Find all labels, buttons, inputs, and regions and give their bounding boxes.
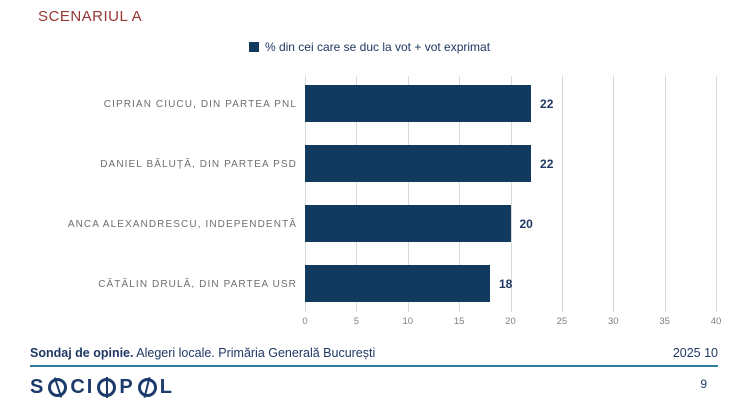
category-label: ANCA ALEXANDRESCU, INDEPENDENTĂ bbox=[67, 218, 297, 230]
bar bbox=[305, 85, 532, 122]
x-axis-tick-label: 15 bbox=[453, 316, 465, 327]
category-label: CIPRIAN CIUCU, DIN PARTEA PNL bbox=[103, 98, 297, 110]
gridline bbox=[664, 76, 666, 312]
source-note-bold: Sondaj de opinie. bbox=[30, 346, 134, 360]
x-axis-tick-label: 35 bbox=[659, 316, 670, 327]
gridline bbox=[305, 76, 306, 312]
x-axis-tick-label: 40 bbox=[710, 316, 722, 327]
bar-row: CIPRIAN CIUCU, DIN PARTEA PNL 22 bbox=[0, 74, 739, 134]
gridline bbox=[356, 76, 358, 312]
category-label: DANIEL BĂLUȚĂ, DIN PARTEA PSD bbox=[100, 158, 297, 170]
x-axis-tick-label: 25 bbox=[556, 316, 568, 327]
x-axis-tick-label: 10 bbox=[402, 316, 414, 327]
date-label: 2025 10 bbox=[672, 346, 718, 360]
gridline bbox=[407, 76, 409, 312]
x-axis-tick-label: 30 bbox=[607, 316, 619, 327]
plot-cell: 22 bbox=[305, 134, 716, 194]
bar-row: DANIEL BĂLUȚĂ, DIN PARTEA PSD 22 bbox=[0, 134, 739, 194]
x-axis-tick-label: 0 bbox=[302, 316, 308, 327]
gridline bbox=[561, 76, 563, 312]
bar bbox=[305, 205, 511, 242]
bar-value-label: 22 bbox=[540, 97, 554, 111]
source-note: Sondaj de opinie. Alegeri locale. Primăr… bbox=[30, 346, 375, 360]
legend-label: % din cei care se duc la vot + vot expri… bbox=[264, 40, 491, 54]
bar-value-label: 20 bbox=[519, 217, 533, 231]
gridline bbox=[459, 76, 461, 312]
chart-legend: % din cei care se duc la vot + vot expri… bbox=[0, 40, 739, 54]
plot-cell: 20 bbox=[305, 194, 716, 254]
bar-rows: CIPRIAN CIUCU, DIN PARTEA PNL 22 DANIEL BĂ… bbox=[0, 74, 739, 314]
legend-square-icon bbox=[248, 42, 259, 52]
source-note-rest: Alegeri locale. Primăria Generală Bucure… bbox=[133, 346, 376, 360]
gridline bbox=[716, 76, 717, 312]
logo-gauge-o-icon bbox=[48, 376, 68, 398]
gauge-needle-icon bbox=[105, 376, 108, 398]
logo-letter: C bbox=[70, 375, 87, 398]
footer: Sondaj de opinie. Alegeri locale. Primăr… bbox=[30, 346, 718, 360]
gauge-needle-icon bbox=[143, 376, 151, 398]
x-axis-tick-label: 20 bbox=[505, 316, 516, 327]
gauge-needle-icon bbox=[53, 376, 63, 398]
logo-letter: I bbox=[86, 375, 95, 398]
x-axis-tick-label: 5 bbox=[353, 316, 360, 327]
bar bbox=[305, 265, 490, 302]
bar-chart: CIPRIAN CIUCU, DIN PARTEA PNL 22 DANIEL BĂ… bbox=[0, 74, 739, 314]
logo-letter: S bbox=[30, 375, 46, 398]
x-axis: 0 5 10 15 20 25 30 35 40 bbox=[302, 316, 721, 330]
logo-gauge-o-icon bbox=[137, 376, 157, 398]
bar-row: CĂTĂLIN DRULĂ, DIN PARTEA USR 18 bbox=[0, 254, 739, 314]
bar-row: ANCA ALEXANDRESCU, INDEPENDENTĂ 20 bbox=[0, 194, 739, 254]
bar-value-label: 22 bbox=[540, 157, 554, 171]
bar bbox=[305, 145, 532, 182]
gridline bbox=[510, 76, 512, 312]
bar-value-label: 18 bbox=[498, 277, 513, 291]
logo-gauge-o-icon bbox=[97, 376, 117, 398]
footer-divider bbox=[30, 365, 718, 367]
logo-letter: L bbox=[159, 375, 174, 398]
plot-cell: 22 bbox=[305, 74, 716, 134]
page-number: 9 bbox=[700, 377, 707, 391]
plot-cell: 18 bbox=[305, 254, 716, 314]
category-label: CĂTĂLIN DRULĂ, DIN PARTEA USR bbox=[98, 278, 297, 290]
plot-gridlines bbox=[305, 74, 717, 314]
gridline bbox=[613, 76, 615, 312]
logo-letter: P bbox=[119, 375, 135, 398]
page-title: SCENARIUL A bbox=[38, 8, 143, 25]
